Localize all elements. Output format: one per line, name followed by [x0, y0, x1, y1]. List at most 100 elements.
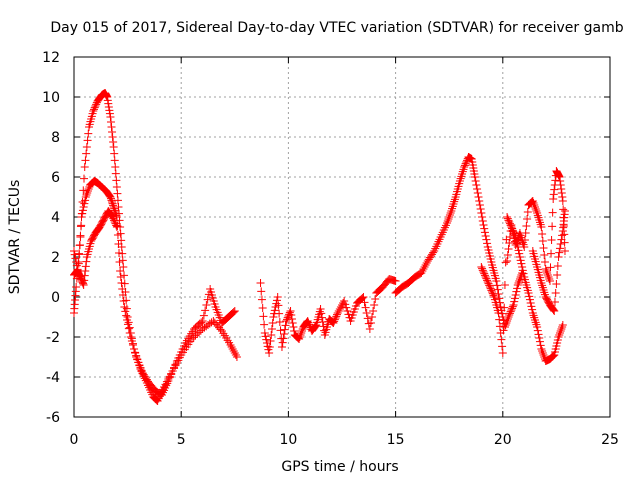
data-point	[119, 263, 128, 271]
data-point	[305, 320, 314, 329]
data-point	[471, 177, 480, 185]
data-point	[80, 271, 89, 280]
data-point	[261, 332, 270, 341]
data-point	[107, 211, 116, 219]
data-point	[335, 305, 344, 313]
data-point	[257, 295, 266, 304]
data-point	[78, 206, 87, 215]
data-point	[519, 269, 528, 278]
data-point	[475, 201, 484, 209]
data-point	[423, 257, 432, 265]
data-point	[103, 96, 112, 105]
data-point	[197, 318, 206, 327]
data-point	[288, 319, 297, 327]
data-point	[82, 149, 91, 158]
data-point	[549, 195, 558, 203]
data-point	[558, 321, 567, 329]
data-point	[517, 259, 526, 268]
data-point	[539, 244, 548, 252]
data-point	[275, 318, 284, 326]
data-point	[503, 257, 512, 265]
x-tick-label: 10	[279, 432, 297, 448]
data-point	[131, 349, 140, 357]
data-point	[556, 177, 565, 185]
data-point	[84, 185, 93, 193]
data-point	[446, 209, 455, 217]
data-point	[83, 189, 92, 197]
data-point	[289, 323, 298, 331]
data-point	[75, 250, 84, 259]
data-point	[477, 263, 486, 271]
data-point	[265, 343, 274, 351]
data-point	[533, 323, 542, 331]
data-point	[115, 258, 124, 266]
data-point	[290, 327, 299, 335]
data-point	[504, 313, 513, 321]
data-point	[228, 345, 237, 353]
data-point	[547, 236, 556, 244]
data-point	[310, 323, 319, 331]
data-point	[548, 305, 557, 313]
data-point	[122, 311, 131, 320]
data-point	[113, 189, 122, 198]
data-point	[556, 327, 565, 335]
data-point	[167, 370, 176, 379]
data-point	[460, 163, 469, 171]
data-point	[230, 349, 239, 357]
data-point	[558, 197, 567, 205]
y-tick-label: -6	[46, 410, 60, 426]
data-point	[540, 251, 549, 259]
data-point	[494, 309, 503, 317]
data-point	[331, 314, 340, 322]
data-point	[515, 253, 524, 261]
data-point	[362, 309, 371, 317]
data-point	[90, 103, 99, 112]
data-point	[260, 320, 269, 329]
y-tick-label: 4	[51, 210, 60, 226]
data-point	[515, 277, 524, 285]
data-point	[270, 306, 279, 315]
data-point	[485, 283, 494, 291]
data-point	[482, 274, 491, 283]
data-point	[81, 267, 90, 275]
data-point	[401, 281, 410, 289]
data-point	[414, 271, 423, 279]
data-point	[368, 313, 377, 321]
data-point	[110, 149, 119, 158]
data-point	[548, 222, 557, 231]
data-point	[508, 304, 517, 313]
data-point	[508, 227, 517, 236]
data-point	[539, 351, 548, 359]
data-point	[332, 312, 341, 321]
data-point	[265, 349, 274, 357]
data-point	[152, 387, 161, 396]
data-point	[495, 315, 504, 324]
data-point	[287, 315, 296, 323]
data-point	[549, 351, 558, 360]
data-point	[363, 314, 372, 323]
data-point	[535, 337, 544, 346]
data-point	[258, 304, 267, 312]
data-point	[109, 143, 118, 151]
data-point	[195, 328, 204, 337]
data-point	[484, 279, 493, 288]
y-tick-labels: -6 -4 -2 0 2 4 6 8 10 12	[42, 50, 60, 426]
data-point	[266, 337, 275, 345]
series-track-b	[70, 177, 239, 399]
data-point	[123, 316, 132, 324]
data-point	[410, 273, 419, 281]
data-point	[78, 209, 87, 218]
data-point	[555, 173, 564, 181]
data-point	[555, 172, 564, 180]
x-tick-label: 15	[387, 432, 405, 448]
data-point	[507, 306, 516, 314]
data-point	[364, 319, 373, 328]
data-point	[116, 273, 125, 281]
data-point	[523, 208, 532, 216]
data-point	[549, 190, 558, 199]
data-point	[554, 253, 563, 261]
data-point	[478, 213, 487, 221]
series-track-c	[70, 207, 121, 289]
data-point	[216, 325, 225, 334]
data-point	[232, 353, 241, 361]
